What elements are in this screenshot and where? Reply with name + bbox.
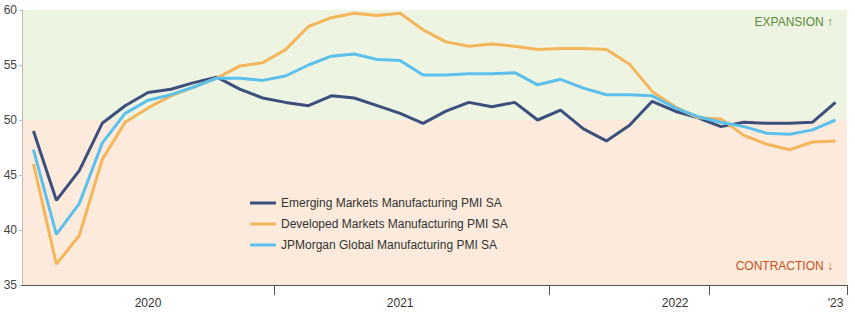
svg-text:45: 45 — [4, 168, 18, 182]
svg-text:55: 55 — [4, 58, 18, 72]
svg-text:35: 35 — [4, 278, 18, 292]
svg-text:40: 40 — [4, 223, 18, 237]
svg-text:50: 50 — [4, 113, 18, 127]
svg-text:CONTRACTION ↓: CONTRACTION ↓ — [736, 259, 833, 273]
svg-text:Developed Markets Manufacturin: Developed Markets Manufacturing PMI SA — [281, 217, 508, 231]
svg-text:JPMorgan Global Manufacturing: JPMorgan Global Manufacturing PMI SA — [281, 238, 497, 252]
svg-text:'23: '23 — [828, 296, 844, 310]
svg-text:2022: 2022 — [662, 296, 689, 310]
svg-text:2020: 2020 — [135, 296, 162, 310]
svg-text:60: 60 — [4, 3, 18, 17]
svg-text:Emerging Markets Manufacturing: Emerging Markets Manufacturing PMI SA — [281, 196, 502, 210]
svg-text:EXPANSION ↑: EXPANSION ↑ — [755, 15, 833, 29]
svg-text:2021: 2021 — [387, 296, 414, 310]
